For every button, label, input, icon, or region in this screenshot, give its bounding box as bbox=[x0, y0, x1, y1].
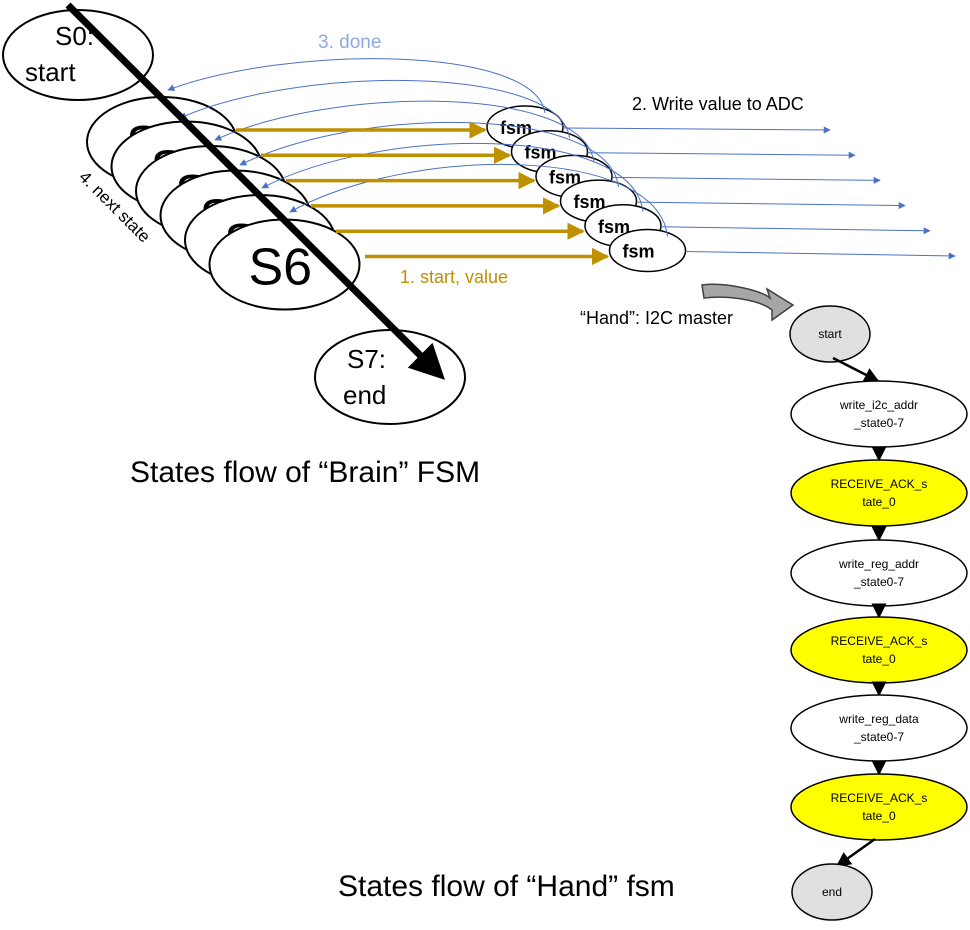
hand-state-label: write_reg_addr bbox=[838, 557, 919, 571]
hand-state-label: tate_0 bbox=[862, 652, 896, 666]
hand-state-label: tate_0 bbox=[862, 495, 896, 509]
state-s7: S7: end bbox=[315, 330, 465, 424]
hand-state-label: write_reg_data bbox=[838, 712, 919, 726]
s7-label-line1: S7: bbox=[347, 344, 386, 374]
fsm-node: fsm bbox=[610, 230, 686, 272]
hand-state-label: tate_0 bbox=[862, 809, 896, 823]
hand-state-7: RECEIVE_ACK_s tate_0 bbox=[791, 774, 967, 840]
fsm-node-label: fsm bbox=[623, 242, 655, 262]
adc-label: 2. Write value to ADC bbox=[632, 94, 804, 114]
hand-state-label: RECEIVE_ACK_s bbox=[831, 477, 928, 491]
hand-state-label: RECEIVE_ACK_s bbox=[831, 791, 928, 805]
brain-title: States flow of “Brain” FSM bbox=[130, 456, 480, 489]
hand-state-2: write_i2c_addr _state0-7 bbox=[791, 381, 967, 447]
hand-title: States flow of “Hand” fsm bbox=[338, 870, 675, 903]
adc-arrow bbox=[588, 153, 856, 156]
adc-arrow bbox=[686, 252, 956, 257]
brain-state-s6: S6 bbox=[210, 220, 360, 310]
hand-flow-arrow bbox=[837, 839, 875, 866]
done-label: 3. done bbox=[318, 32, 381, 53]
hand-state-label: _state0-7 bbox=[853, 575, 904, 589]
hand-flow-arrow bbox=[833, 358, 878, 381]
hand-state-label: end bbox=[822, 885, 842, 899]
adc-arrow bbox=[563, 128, 830, 130]
s7-label-line2: end bbox=[343, 380, 386, 410]
start-value-label: 1. start, value bbox=[400, 267, 508, 287]
state-s0: S0: start bbox=[3, 10, 153, 100]
hand-caption: “Hand”: I2C master bbox=[580, 308, 733, 328]
hand-state-label: _state0-7 bbox=[853, 416, 904, 430]
hand-state-label: write_i2c_addr bbox=[839, 398, 918, 412]
hand-state-8: end bbox=[792, 864, 872, 920]
hand-state-5: RECEIVE_ACK_s tate_0 bbox=[791, 617, 967, 683]
hand-state-3: RECEIVE_ACK_s tate_0 bbox=[791, 460, 967, 526]
hand-flow: start write_i2c_addr _state0-7 RECEIVE_ACK_… bbox=[790, 306, 967, 920]
hand-state-4: write_reg_addr _state0-7 bbox=[791, 540, 967, 606]
adc-arrow bbox=[612, 177, 880, 180]
adc-arrow bbox=[661, 227, 930, 231]
s0-label-line2: start bbox=[25, 57, 76, 87]
hand-state-1: start bbox=[790, 306, 870, 362]
hand-state-label: start bbox=[818, 327, 842, 341]
hand-state-label: _state0-7 bbox=[853, 730, 904, 744]
hand-state-label: RECEIVE_ACK_s bbox=[831, 634, 928, 648]
hand-state-6: write_reg_data _state0-7 bbox=[791, 695, 967, 761]
brain-state-label: S6 bbox=[249, 239, 313, 297]
adc-arrow bbox=[637, 202, 906, 206]
